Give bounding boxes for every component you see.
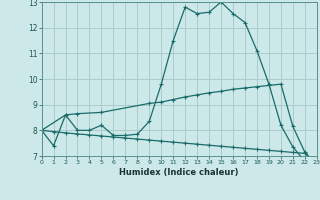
X-axis label: Humidex (Indice chaleur): Humidex (Indice chaleur) [119, 168, 239, 177]
